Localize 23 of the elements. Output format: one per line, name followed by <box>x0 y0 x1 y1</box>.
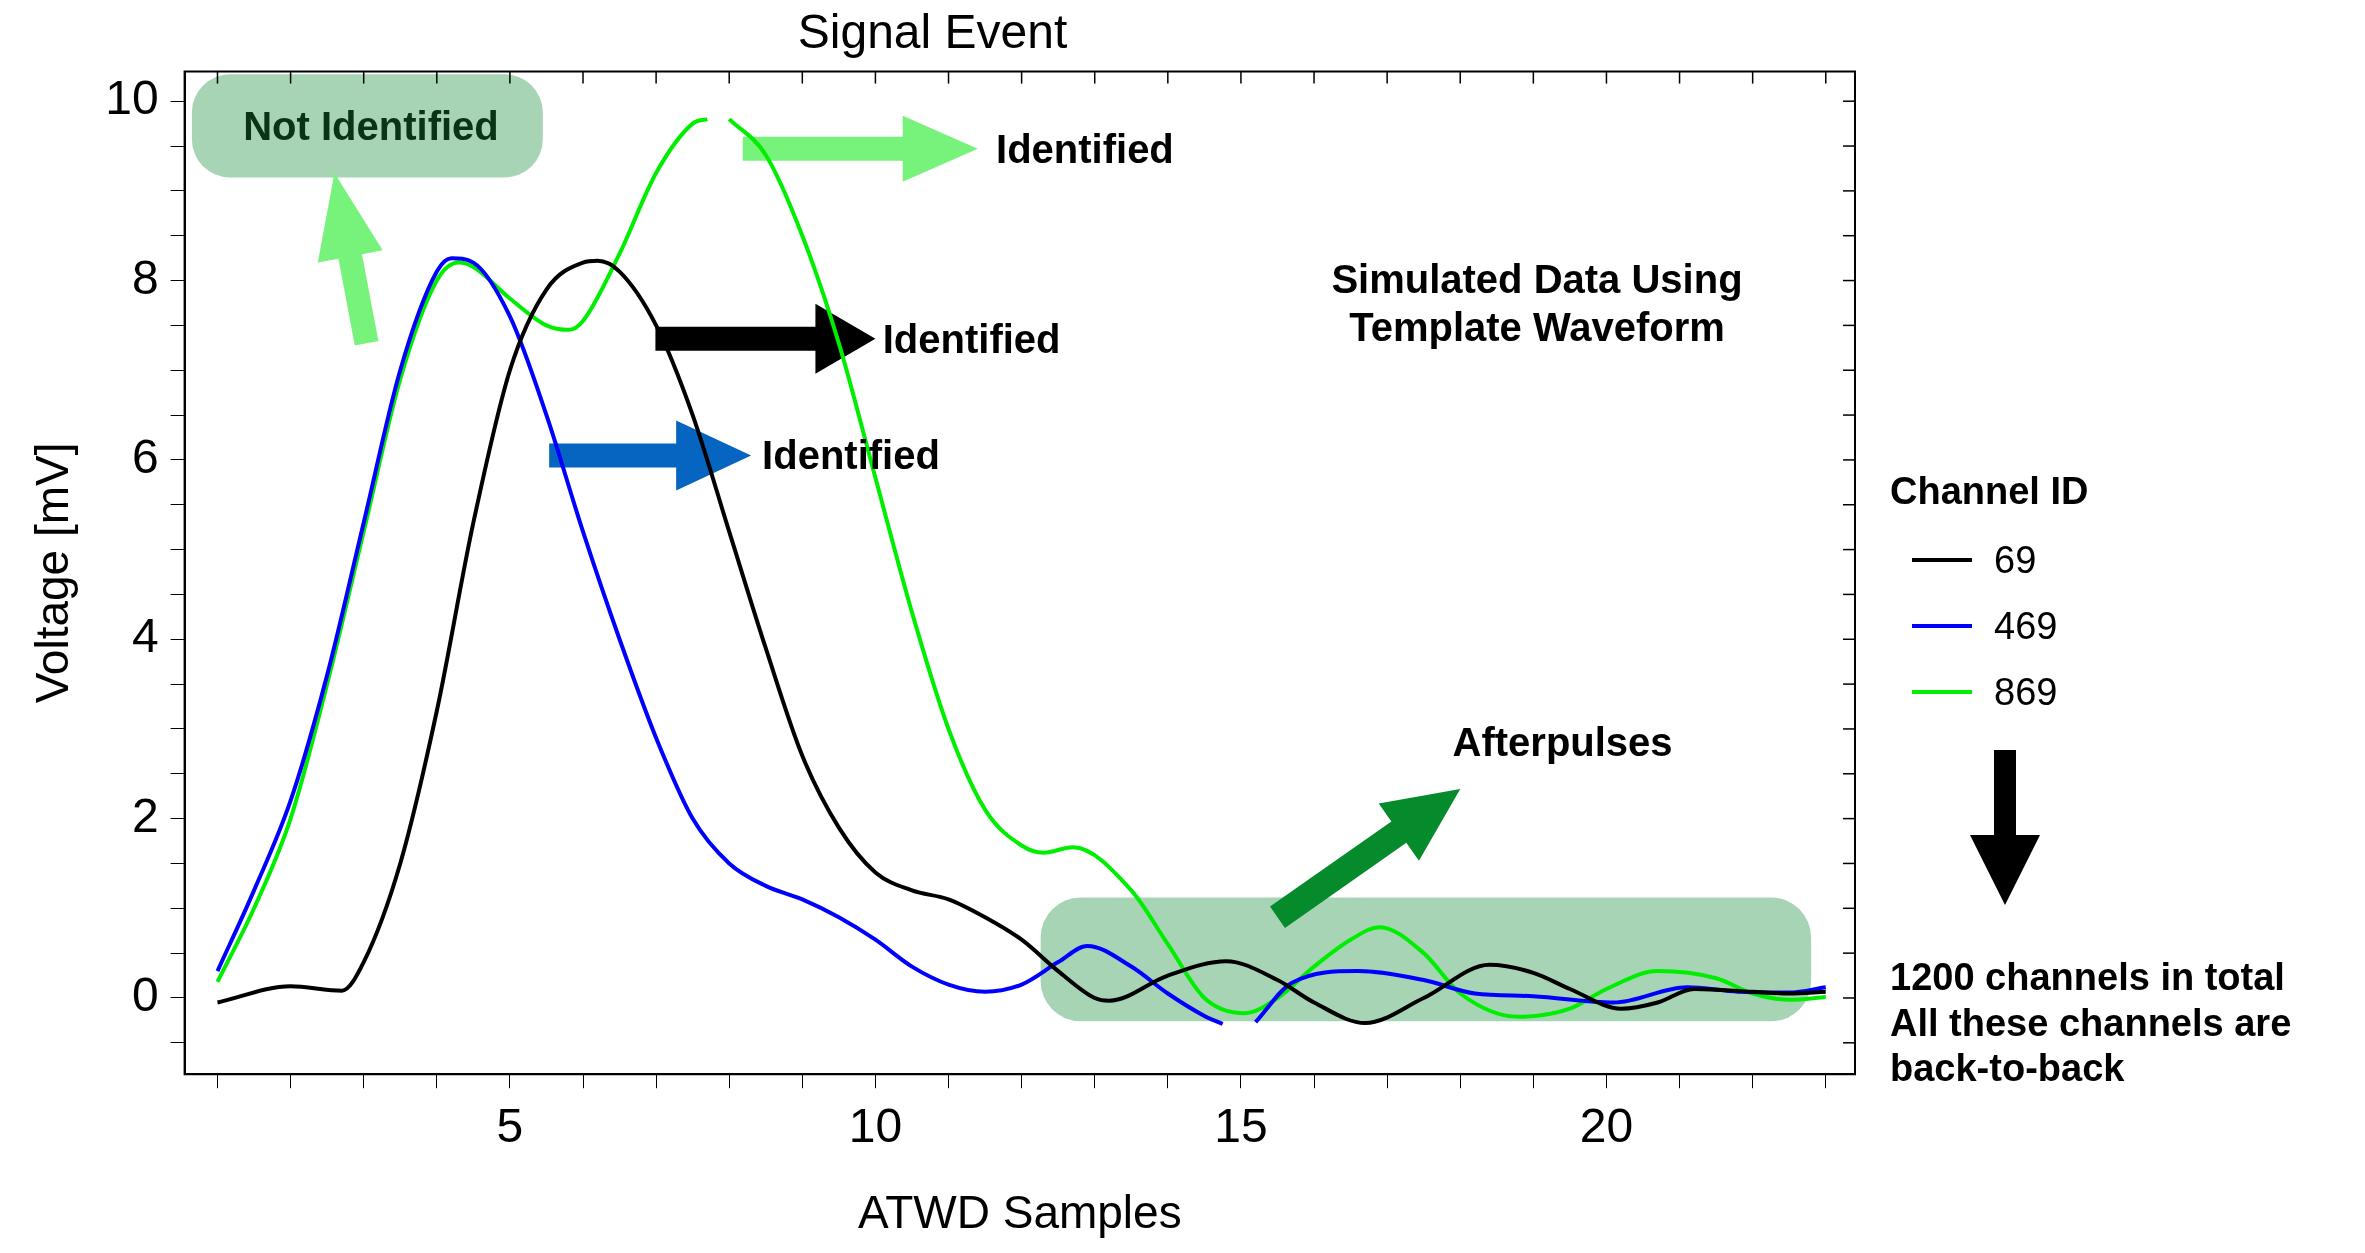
text: 1200 channels in total All these channels are back-to-back <box>1890 955 2292 1092</box>
x-tick-label: 15 <box>1214 1099 1268 1153</box>
legend-label: 469 <box>1994 604 2058 648</box>
y-tick-label: 4 <box>131 609 159 663</box>
y-tick-label: 6 <box>131 430 159 484</box>
annotation: Afterpulses <box>1452 719 1673 767</box>
y-axis-title: Voltage [mV] <box>26 442 79 704</box>
y-tick-label: 0 <box>131 968 159 1022</box>
y-tick-label: 8 <box>131 250 159 304</box>
annotation: Identified <box>882 315 1061 363</box>
chart-title: Signal Event <box>797 5 1068 59</box>
annotation: Simulated Data Using Template Waveform <box>1331 255 1743 351</box>
annotation: Not Identified <box>243 103 499 151</box>
legend-label: 869 <box>1994 670 2058 714</box>
legend-label: 69 <box>1994 538 2037 582</box>
x-axis-title: ATWD Samples <box>857 1186 1182 1239</box>
x-tick-label: 20 <box>1579 1099 1634 1153</box>
x-tick-label: 5 <box>496 1099 524 1153</box>
legend-title: Channel ID <box>1890 470 2089 513</box>
y-tick-label: 2 <box>131 788 159 842</box>
annotation: Identified <box>996 125 1174 173</box>
x-tick-label: 10 <box>848 1099 903 1153</box>
y-tick-label: 10 <box>105 71 159 125</box>
